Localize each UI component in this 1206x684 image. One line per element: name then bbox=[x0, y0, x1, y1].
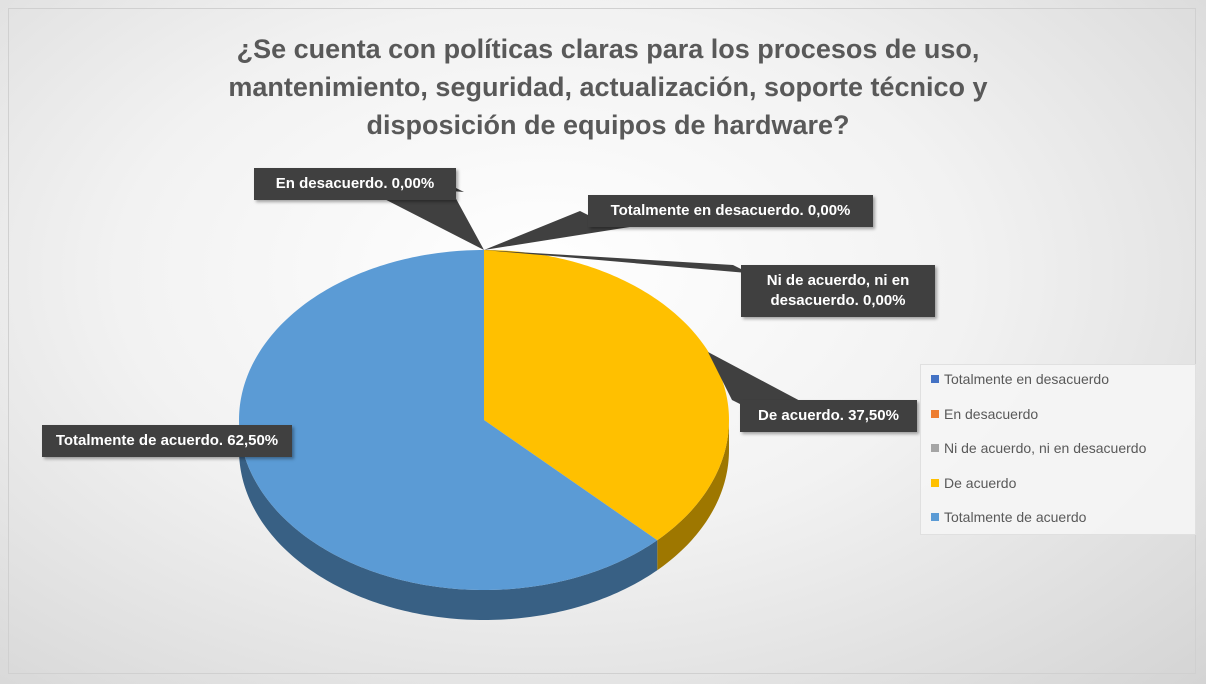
legend-swatch bbox=[931, 513, 939, 521]
legend-swatch bbox=[931, 375, 939, 383]
legend-item: De acuerdo bbox=[931, 475, 1016, 491]
data-label: Totalmente en desacuerdo. 0,00% bbox=[588, 195, 873, 227]
legend-item: En desacuerdo bbox=[931, 406, 1038, 422]
data-label: En desacuerdo. 0,00% bbox=[254, 168, 456, 200]
data-label: Ni de acuerdo, ni en desacuerdo. 0,00% bbox=[741, 265, 935, 317]
legend-label: Totalmente en desacuerdo bbox=[944, 371, 1109, 387]
chart-frame bbox=[8, 8, 1196, 674]
data-label: Totalmente de acuerdo. 62,50% bbox=[42, 425, 292, 457]
legend-swatch bbox=[931, 478, 939, 487]
leader bbox=[355, 184, 484, 250]
legend-item: Totalmente en desacuerdo bbox=[931, 371, 1109, 387]
legend-swatch bbox=[931, 444, 939, 452]
legend: Totalmente en desacuerdo En desacuerdo Ni … bbox=[920, 364, 1196, 535]
slice bbox=[484, 250, 729, 541]
legend-label: Totalmente de acuerdo bbox=[944, 509, 1087, 525]
slice-side bbox=[657, 420, 729, 571]
legend-label: En desacuerdo bbox=[944, 405, 1039, 422]
slice-side bbox=[239, 420, 658, 620]
legend-item: Totalmente de acuerdo bbox=[931, 509, 1086, 525]
legend-swatch bbox=[931, 409, 939, 418]
legend-item: Ni de acuerdo, ni en desacuerdo bbox=[931, 440, 1146, 456]
chart-title: ¿Se cuenta con políticas claras para los… bbox=[228, 34, 988, 140]
legend-label: De acuerdo bbox=[944, 474, 1017, 491]
slice bbox=[239, 250, 658, 590]
legend-label: Ni de acuerdo, ni en desacuerdo bbox=[944, 440, 1147, 456]
data-label: De acuerdo. 37,50% bbox=[740, 400, 917, 432]
